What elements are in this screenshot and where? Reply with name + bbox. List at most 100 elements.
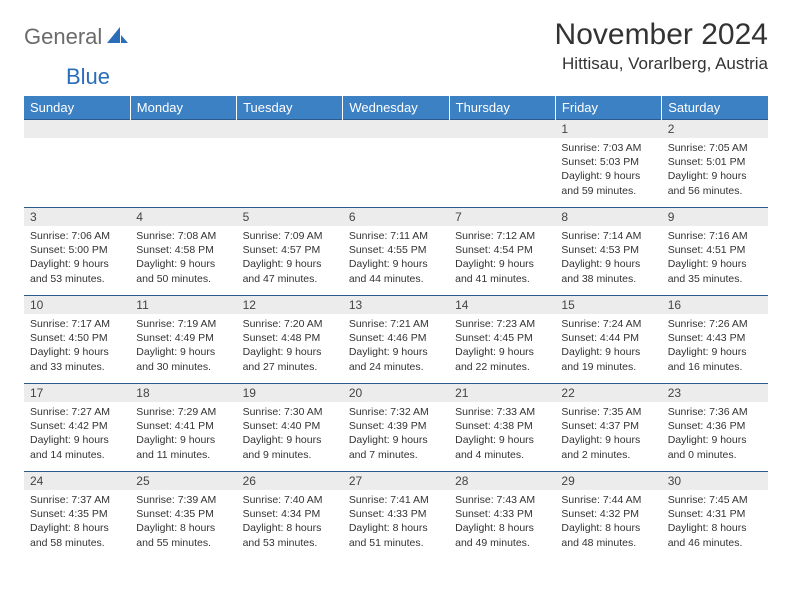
day-number: 2 (662, 120, 768, 138)
day-number: 7 (449, 208, 555, 226)
calendar-cell (449, 120, 555, 208)
calendar-cell: 18Sunrise: 7:29 AMSunset: 4:41 PMDayligh… (130, 384, 236, 472)
day-details: Sunrise: 7:12 AMSunset: 4:54 PMDaylight:… (449, 226, 555, 292)
calendar-cell (237, 120, 343, 208)
calendar-cell: 28Sunrise: 7:43 AMSunset: 4:33 PMDayligh… (449, 472, 555, 560)
day-number: 4 (130, 208, 236, 226)
day-details: Sunrise: 7:03 AMSunset: 5:03 PMDaylight:… (555, 138, 661, 204)
day-number: 28 (449, 472, 555, 490)
calendar-cell: 29Sunrise: 7:44 AMSunset: 4:32 PMDayligh… (555, 472, 661, 560)
day-details: Sunrise: 7:08 AMSunset: 4:58 PMDaylight:… (130, 226, 236, 292)
day-number: 23 (662, 384, 768, 402)
day-number: 13 (343, 296, 449, 314)
day-details: Sunrise: 7:33 AMSunset: 4:38 PMDaylight:… (449, 402, 555, 468)
day-details: Sunrise: 7:39 AMSunset: 4:35 PMDaylight:… (130, 490, 236, 556)
day-number: 22 (555, 384, 661, 402)
day-number: 14 (449, 296, 555, 314)
calendar-cell: 5Sunrise: 7:09 AMSunset: 4:57 PMDaylight… (237, 208, 343, 296)
calendar-cell (343, 120, 449, 208)
day-details (449, 138, 555, 147)
calendar-cell: 4Sunrise: 7:08 AMSunset: 4:58 PMDaylight… (130, 208, 236, 296)
day-number (343, 120, 449, 138)
calendar-body: 1Sunrise: 7:03 AMSunset: 5:03 PMDaylight… (24, 120, 768, 560)
calendar-cell: 22Sunrise: 7:35 AMSunset: 4:37 PMDayligh… (555, 384, 661, 472)
day-details: Sunrise: 7:19 AMSunset: 4:49 PMDaylight:… (130, 314, 236, 380)
calendar-table: SundayMondayTuesdayWednesdayThursdayFrid… (24, 96, 768, 560)
calendar-cell: 26Sunrise: 7:40 AMSunset: 4:34 PMDayligh… (237, 472, 343, 560)
day-details: Sunrise: 7:23 AMSunset: 4:45 PMDaylight:… (449, 314, 555, 380)
calendar-cell: 2Sunrise: 7:05 AMSunset: 5:01 PMDaylight… (662, 120, 768, 208)
day-details: Sunrise: 7:44 AMSunset: 4:32 PMDaylight:… (555, 490, 661, 556)
day-number: 27 (343, 472, 449, 490)
calendar-cell: 10Sunrise: 7:17 AMSunset: 4:50 PMDayligh… (24, 296, 130, 384)
calendar-cell: 20Sunrise: 7:32 AMSunset: 4:39 PMDayligh… (343, 384, 449, 472)
day-number: 6 (343, 208, 449, 226)
logo-sail-icon (107, 26, 129, 49)
calendar-cell: 23Sunrise: 7:36 AMSunset: 4:36 PMDayligh… (662, 384, 768, 472)
calendar-week-row: 24Sunrise: 7:37 AMSunset: 4:35 PMDayligh… (24, 472, 768, 560)
weekday-header: Friday (555, 96, 661, 120)
day-number: 17 (24, 384, 130, 402)
month-title: November 2024 (555, 18, 768, 52)
day-details: Sunrise: 7:11 AMSunset: 4:55 PMDaylight:… (343, 226, 449, 292)
day-details: Sunrise: 7:14 AMSunset: 4:53 PMDaylight:… (555, 226, 661, 292)
calendar-cell: 27Sunrise: 7:41 AMSunset: 4:33 PMDayligh… (343, 472, 449, 560)
day-number: 20 (343, 384, 449, 402)
day-details: Sunrise: 7:05 AMSunset: 5:01 PMDaylight:… (662, 138, 768, 204)
day-number: 3 (24, 208, 130, 226)
day-number: 8 (555, 208, 661, 226)
day-details: Sunrise: 7:21 AMSunset: 4:46 PMDaylight:… (343, 314, 449, 380)
calendar-cell: 7Sunrise: 7:12 AMSunset: 4:54 PMDaylight… (449, 208, 555, 296)
calendar-cell: 14Sunrise: 7:23 AMSunset: 4:45 PMDayligh… (449, 296, 555, 384)
day-number: 18 (130, 384, 236, 402)
day-number: 24 (24, 472, 130, 490)
day-number: 21 (449, 384, 555, 402)
day-number: 9 (662, 208, 768, 226)
calendar-cell: 6Sunrise: 7:11 AMSunset: 4:55 PMDaylight… (343, 208, 449, 296)
day-details: Sunrise: 7:09 AMSunset: 4:57 PMDaylight:… (237, 226, 343, 292)
calendar-week-row: 10Sunrise: 7:17 AMSunset: 4:50 PMDayligh… (24, 296, 768, 384)
calendar-cell: 17Sunrise: 7:27 AMSunset: 4:42 PMDayligh… (24, 384, 130, 472)
calendar-week-row: 1Sunrise: 7:03 AMSunset: 5:03 PMDaylight… (24, 120, 768, 208)
logo: General (24, 18, 131, 50)
location: Hittisau, Vorarlberg, Austria (555, 54, 768, 74)
day-details (237, 138, 343, 147)
day-details: Sunrise: 7:41 AMSunset: 4:33 PMDaylight:… (343, 490, 449, 556)
logo-text-general: General (24, 24, 102, 50)
day-number: 11 (130, 296, 236, 314)
day-details: Sunrise: 7:32 AMSunset: 4:39 PMDaylight:… (343, 402, 449, 468)
day-details (130, 138, 236, 147)
day-number: 26 (237, 472, 343, 490)
calendar-cell: 16Sunrise: 7:26 AMSunset: 4:43 PMDayligh… (662, 296, 768, 384)
day-details: Sunrise: 7:40 AMSunset: 4:34 PMDaylight:… (237, 490, 343, 556)
weekday-header: Tuesday (237, 96, 343, 120)
day-details: Sunrise: 7:37 AMSunset: 4:35 PMDaylight:… (24, 490, 130, 556)
calendar-week-row: 3Sunrise: 7:06 AMSunset: 5:00 PMDaylight… (24, 208, 768, 296)
day-details: Sunrise: 7:45 AMSunset: 4:31 PMDaylight:… (662, 490, 768, 556)
calendar-cell: 3Sunrise: 7:06 AMSunset: 5:00 PMDaylight… (24, 208, 130, 296)
day-number: 10 (24, 296, 130, 314)
calendar-cell: 21Sunrise: 7:33 AMSunset: 4:38 PMDayligh… (449, 384, 555, 472)
calendar-cell (130, 120, 236, 208)
weekday-header: Sunday (24, 96, 130, 120)
weekday-header: Thursday (449, 96, 555, 120)
day-number: 16 (662, 296, 768, 314)
calendar-cell: 19Sunrise: 7:30 AMSunset: 4:40 PMDayligh… (237, 384, 343, 472)
day-details: Sunrise: 7:16 AMSunset: 4:51 PMDaylight:… (662, 226, 768, 292)
logo-text-blue: Blue (66, 64, 110, 90)
day-number (130, 120, 236, 138)
calendar-cell: 11Sunrise: 7:19 AMSunset: 4:49 PMDayligh… (130, 296, 236, 384)
calendar-week-row: 17Sunrise: 7:27 AMSunset: 4:42 PMDayligh… (24, 384, 768, 472)
day-number: 5 (237, 208, 343, 226)
calendar-cell: 24Sunrise: 7:37 AMSunset: 4:35 PMDayligh… (24, 472, 130, 560)
day-number (237, 120, 343, 138)
day-details: Sunrise: 7:20 AMSunset: 4:48 PMDaylight:… (237, 314, 343, 380)
calendar-cell: 1Sunrise: 7:03 AMSunset: 5:03 PMDaylight… (555, 120, 661, 208)
day-number: 25 (130, 472, 236, 490)
day-number: 1 (555, 120, 661, 138)
day-details: Sunrise: 7:36 AMSunset: 4:36 PMDaylight:… (662, 402, 768, 468)
weekday-header: Monday (130, 96, 236, 120)
calendar-cell: 13Sunrise: 7:21 AMSunset: 4:46 PMDayligh… (343, 296, 449, 384)
day-number: 15 (555, 296, 661, 314)
day-details: Sunrise: 7:29 AMSunset: 4:41 PMDaylight:… (130, 402, 236, 468)
